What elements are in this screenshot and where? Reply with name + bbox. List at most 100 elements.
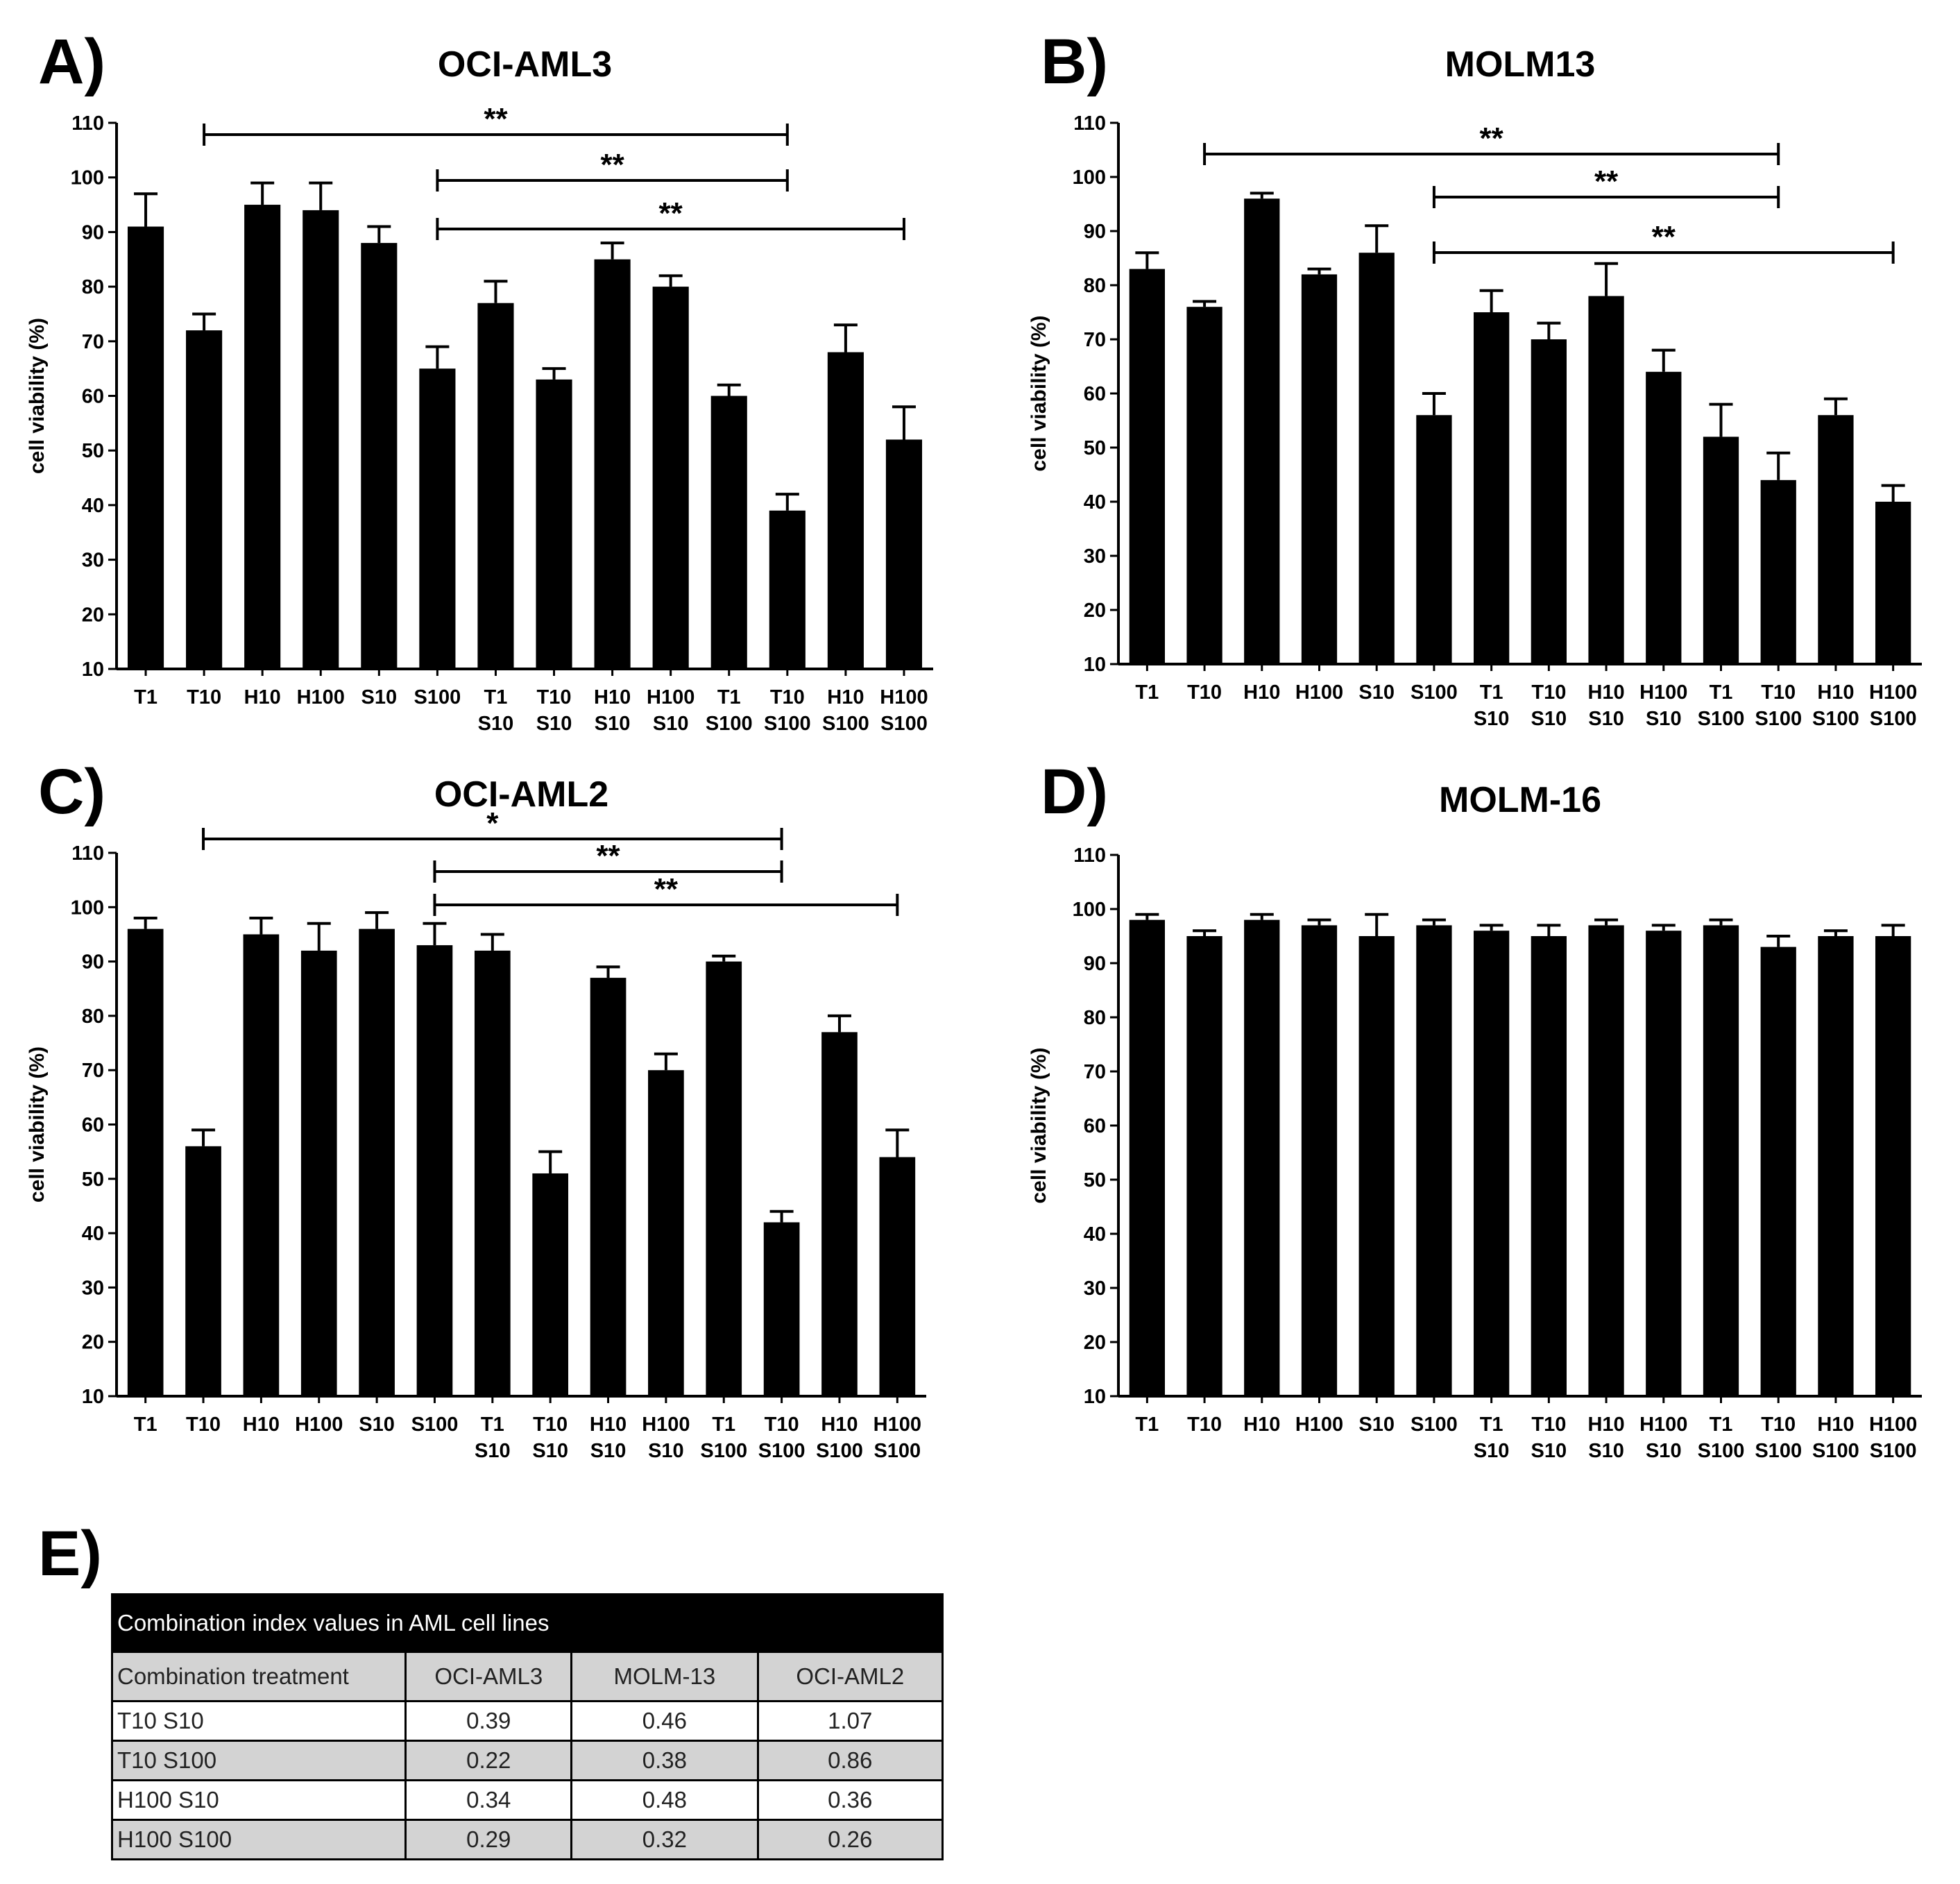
bar [1474,931,1510,1396]
bar [1416,415,1452,664]
bar [1588,925,1624,1396]
x-tick-label: S100 [1755,708,1802,730]
bar [186,330,223,669]
bar [1531,936,1567,1396]
x-tick-label: T10 [537,686,572,708]
x-tick-label: H10 [243,1414,280,1436]
bar [302,210,339,669]
y-tick-label: 90 [82,221,104,244]
x-tick-label: H10 [827,686,864,708]
y-axis-label: cell viability (%) [1028,315,1050,471]
bar [1646,371,1682,664]
y-tick-label: 50 [82,1169,104,1191]
x-tick-label: S100 [1411,1414,1458,1436]
x-tick-label: H100 [642,1414,690,1436]
y-tick-label: 70 [82,331,104,353]
x-tick-label: T10 [533,1414,568,1436]
bar [821,1032,858,1396]
significance-label: ** [600,148,624,182]
x-tick-label: H100 [1639,681,1687,704]
significance-label: ** [596,839,620,873]
bar [1186,307,1222,664]
y-tick-label: 70 [1084,329,1106,351]
bar [885,439,923,669]
x-tick-label: T1 [1480,1414,1503,1436]
y-tick-label: 60 [1084,1115,1106,1137]
bar [763,1222,800,1396]
x-tick-label: S10 [590,1440,627,1462]
x-tick-label: T10 [770,686,805,708]
x-tick-label: H10 [1817,681,1854,704]
y-tick-label: 10 [1084,1386,1106,1408]
y-tick-label: 50 [1084,1169,1106,1191]
bar [769,510,806,669]
significance-label: ** [654,872,679,906]
bar [477,303,514,670]
x-tick-label: S100 [1411,681,1458,704]
panel-letter-c: C) [38,756,105,827]
x-tick-label: S10 [1358,681,1395,704]
table-row: T10 S10 0.39 0.46 1.07 [110,1700,944,1742]
x-tick-label: H100 [880,686,928,708]
bar [1818,415,1854,664]
table-cell: 0.38 [570,1740,759,1781]
x-tick-label: T1 [134,686,157,708]
bar [1186,936,1222,1396]
x-tick-label: T10 [1187,681,1222,704]
bar [244,205,281,669]
bar [1875,936,1911,1396]
y-tick-label: 50 [82,440,104,462]
chart-title: OCI-AML2 [434,774,608,815]
y-tick-label: 60 [1084,383,1106,405]
bar [1588,296,1624,665]
y-tick-label: 40 [1084,1223,1106,1246]
x-tick-label: S100 [822,713,869,735]
table-cell: 0.36 [756,1779,944,1821]
chart-panel-oci-aml3: OCI-AML3 cell viability (%) 10 20 30 40 50 60 70… [26,44,933,735]
bar [1358,253,1395,664]
x-tick-label: H10 [244,686,281,708]
y-tick-label: 90 [82,951,104,974]
x-tick-label: T10 [1531,1414,1566,1436]
x-tick-label: S100 [874,1440,921,1462]
x-tick-label: S10 [1531,1440,1567,1462]
bar [1474,312,1510,664]
y-tick-label: 60 [82,386,104,408]
table-cell: H100 S100 [110,1819,407,1860]
x-tick-label: T1 [717,686,741,708]
y-tick-label: 110 [71,112,104,135]
x-tick-label: H100 [297,686,345,708]
y-axis-label: cell viability (%) [26,1046,49,1203]
panel-letter-d: D) [1041,756,1108,827]
table-cell: 0.46 [570,1700,759,1742]
bar [1301,274,1338,664]
table-cell: 0.86 [756,1740,944,1781]
x-tick-label: S10 [1474,1440,1510,1462]
y-tick-label: 110 [1073,112,1106,135]
x-tick-label: T1 [1710,1414,1733,1436]
x-tick-label: H100 [1295,1414,1343,1436]
bar [1875,502,1911,664]
x-tick-label: S100 [1812,708,1859,730]
y-tick-label: 80 [1084,275,1106,297]
significance-label: * [486,806,499,840]
x-tick-label: S100 [880,713,928,735]
x-tick-label: S10 [653,713,689,735]
bar [361,243,398,669]
bar [879,1157,916,1396]
table-title-row: Combination index values in AML cell lin… [111,1593,944,1653]
bar [1703,436,1739,664]
x-tick-label: S100 [1755,1440,1802,1462]
table-cell: 0.22 [404,1740,573,1781]
x-tick-label: T1 [712,1414,735,1436]
bar [1244,919,1280,1396]
x-tick-label: T10 [765,1414,799,1436]
y-tick-label: 20 [82,1332,104,1354]
y-tick-label: 20 [1084,600,1106,622]
y-tick-label: 10 [82,1386,104,1408]
x-tick-label: S10 [475,1440,511,1462]
x-tick-label: T10 [187,686,221,708]
table-cell: T10 S100 [110,1740,407,1781]
panel-letter-a: A) [38,26,105,97]
